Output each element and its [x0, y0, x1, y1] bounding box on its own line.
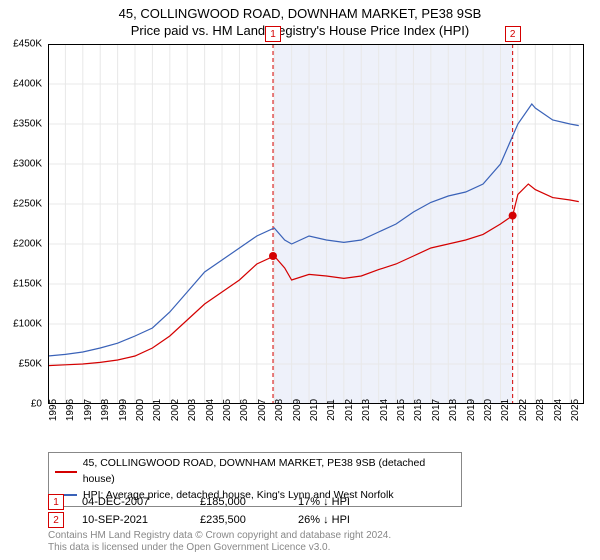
x-tick-label: 2011	[326, 399, 337, 421]
plot-marker-badge: 1	[265, 26, 281, 42]
x-tick-label: 2004	[205, 399, 216, 421]
x-tick-label: 2022	[518, 399, 529, 421]
y-tick-label: £250K	[13, 199, 42, 210]
y-tick-label: £200K	[13, 239, 42, 250]
x-tick-label: 1995	[48, 399, 59, 421]
y-tick-label: £450K	[13, 39, 42, 50]
marker-price: £185,000	[200, 496, 280, 508]
x-tick-label: 2025	[570, 399, 581, 421]
marker-row: 1 04-DEC-2007 £185,000 17% ↓ HPI	[48, 494, 584, 510]
y-tick-label: £0	[31, 399, 42, 410]
title-main: 45, COLLINGWOOD ROAD, DOWNHAM MARKET, PE…	[0, 6, 600, 23]
x-tick-label: 2020	[483, 399, 494, 421]
y-tick-label: £350K	[13, 119, 42, 130]
plot-marker-badge: 2	[505, 26, 521, 42]
x-axis: 1995199619971998199920002001200220032004…	[48, 404, 584, 448]
x-tick-label: 2013	[361, 399, 372, 421]
x-tick-label: 2000	[135, 399, 146, 421]
marker-badge: 2	[48, 512, 64, 528]
marker-pct: 17% ↓ HPI	[298, 496, 398, 508]
x-tick-label: 2016	[413, 399, 424, 421]
x-tick-label: 2014	[379, 399, 390, 421]
attribution-line-1: Contains HM Land Registry data © Crown c…	[48, 530, 391, 542]
attribution: Contains HM Land Registry data © Crown c…	[48, 530, 391, 554]
y-tick-label: £50K	[19, 359, 42, 370]
x-tick-label: 2024	[553, 399, 564, 421]
x-tick-label: 2019	[466, 399, 477, 421]
marker-date: 04-DEC-2007	[82, 496, 182, 508]
legend-swatch	[55, 471, 77, 473]
marker-pct: 26% ↓ HPI	[298, 514, 398, 526]
x-tick-label: 1997	[83, 399, 94, 421]
marker-date: 10-SEP-2021	[82, 514, 182, 526]
y-tick-label: £100K	[13, 319, 42, 330]
x-tick-label: 2007	[257, 399, 268, 421]
marker-price: £235,500	[200, 514, 280, 526]
chart-plot-area: 12	[48, 44, 584, 404]
y-axis: £0£50K£100K£150K£200K£250K£300K£350K£400…	[0, 44, 48, 404]
x-tick-label: 2003	[187, 399, 198, 421]
x-tick-label: 2021	[500, 399, 511, 421]
x-tick-label: 2017	[431, 399, 442, 421]
x-tick-label: 2008	[274, 399, 285, 421]
y-tick-label: £400K	[13, 79, 42, 90]
x-tick-label: 2009	[292, 399, 303, 421]
legend-row: 45, COLLINGWOOD ROAD, DOWNHAM MARKET, PE…	[55, 456, 455, 488]
x-tick-label: 2015	[396, 399, 407, 421]
x-tick-label: 2012	[344, 399, 355, 421]
x-tick-label: 2018	[448, 399, 459, 421]
x-tick-label: 1998	[100, 399, 111, 421]
plot-svg	[48, 44, 584, 404]
x-tick-label: 2001	[152, 399, 163, 421]
x-tick-label: 1996	[65, 399, 76, 421]
marker-badge: 1	[48, 494, 64, 510]
x-tick-label: 2005	[222, 399, 233, 421]
y-tick-label: £300K	[13, 159, 42, 170]
marker-row: 2 10-SEP-2021 £235,500 26% ↓ HPI	[48, 512, 584, 528]
y-tick-label: £150K	[13, 279, 42, 290]
attribution-line-2: This data is licensed under the Open Gov…	[48, 542, 391, 554]
legend-label: 45, COLLINGWOOD ROAD, DOWNHAM MARKET, PE…	[83, 456, 455, 488]
x-tick-label: 2010	[309, 399, 320, 421]
x-tick-label: 2002	[170, 399, 181, 421]
markers-table: 1 04-DEC-2007 £185,000 17% ↓ HPI 2 10-SEP-202…	[48, 494, 584, 530]
x-tick-label: 2023	[535, 399, 546, 421]
x-tick-label: 1999	[118, 399, 129, 421]
x-tick-label: 2006	[239, 399, 250, 421]
